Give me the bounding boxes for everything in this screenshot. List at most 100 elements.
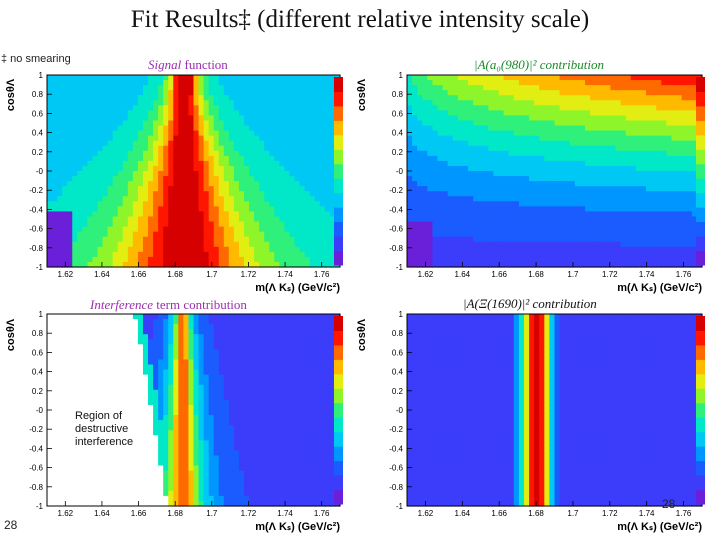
heatmap-cell: [549, 115, 556, 122]
heatmap-cell: [686, 206, 693, 213]
heatmap-cell: [132, 186, 139, 192]
heatmap-cell: [493, 135, 500, 142]
heatmap-cell: [228, 145, 235, 152]
heatmap-cell: [289, 246, 296, 253]
heatmap-cell: [77, 470, 83, 477]
heatmap-cell: [432, 100, 439, 106]
heatmap-cell: [539, 171, 545, 177]
heatmap-cell: [324, 90, 331, 96]
heatmap-cell: [112, 226, 119, 233]
heatmap-cell: [304, 155, 311, 162]
heatmap-cell: [67, 191, 73, 197]
heatmap-cell: [153, 241, 159, 248]
heatmap-cell: [314, 150, 321, 157]
heatmap-cell: [163, 231, 169, 238]
heatmap-cell: [294, 155, 301, 162]
heatmap-cell: [508, 251, 515, 258]
heatmap-cell: [630, 211, 637, 218]
heatmap-cell: [503, 85, 510, 91]
heatmap-cell: [269, 256, 275, 263]
heatmap-cell: [304, 241, 311, 248]
heatmap-cell: [57, 221, 63, 228]
heatmap-cell: [630, 140, 637, 147]
heatmap-cell: [57, 75, 63, 81]
heatmap-cell: [92, 394, 99, 401]
heatmap-cell: [309, 186, 316, 192]
heatmap-cell: [87, 314, 94, 320]
heatmap-cell: [107, 251, 114, 258]
heatmap-cell: [168, 216, 174, 223]
heatmap-cell: [82, 176, 89, 182]
heatmap-cell: [112, 135, 119, 142]
heatmap-cell: [249, 90, 255, 96]
heatmap-cell: [132, 246, 139, 253]
heatmap-cell: [148, 105, 154, 111]
heatmap-cell: [462, 165, 469, 172]
heatmap-cell: [304, 206, 311, 213]
heatmap-cell: [132, 150, 139, 157]
heatmap-cell: [274, 110, 280, 117]
heatmap-cell: [309, 221, 316, 228]
heatmap-cell: [676, 95, 683, 101]
heatmap-cell: [676, 130, 683, 137]
heatmap-cell: [457, 206, 464, 213]
heatmap-cell: [294, 145, 301, 152]
heatmap-cell: [661, 110, 667, 117]
heatmap-cell: [671, 211, 678, 218]
heatmap-cell: [254, 206, 260, 213]
heatmap-cell: [569, 176, 576, 182]
heatmap-cell: [574, 196, 581, 202]
heatmap-cell: [279, 181, 286, 187]
heatmap-cell: [610, 85, 617, 91]
heatmap-cell: [473, 160, 479, 167]
heatmap-cell: [284, 115, 291, 122]
heatmap-cell: [585, 191, 591, 197]
heatmap-cell: [518, 216, 525, 223]
heatmap-cell: [427, 75, 434, 81]
heatmap-cell: [284, 256, 291, 263]
heatmap-cell: [173, 241, 179, 248]
heatmap-cell: [52, 389, 58, 396]
heatmap-cell: [503, 115, 510, 122]
heatmap-cell: [57, 256, 63, 263]
heatmap-cell: [661, 211, 667, 218]
heatmap-cell: [238, 171, 245, 177]
heatmap-cell: [238, 120, 245, 127]
heatmap-cell: [615, 165, 622, 172]
heatmap-cell: [534, 256, 540, 263]
heatmap-cell: [294, 261, 301, 268]
heatmap-cell: [279, 120, 286, 127]
heatmap-cell: [691, 150, 698, 157]
heatmap-cell: [122, 140, 129, 147]
heatmap-cell: [142, 105, 149, 111]
heatmap-cell: [544, 186, 551, 192]
heatmap-cell: [57, 115, 63, 122]
heatmap-cell: [473, 90, 479, 96]
heatmap-cell: [620, 110, 627, 117]
heatmap-cell: [493, 256, 500, 263]
heatmap-cell: [107, 231, 114, 238]
heatmap-cell: [47, 196, 53, 202]
heatmap-cell: [319, 115, 326, 122]
heatmap-cell: [137, 251, 144, 258]
heatmap-cell: [279, 140, 286, 147]
heatmap-cell: [97, 165, 104, 172]
heatmap-cell: [77, 389, 83, 396]
heatmap-cell: [87, 404, 94, 411]
heatmap-cell: [493, 115, 500, 122]
heatmap-cell: [97, 399, 104, 406]
heatmap-cell: [107, 206, 114, 213]
heatmap-cell: [686, 110, 693, 117]
heatmap-cell: [508, 196, 515, 202]
heatmap-cell: [183, 155, 190, 162]
heatmap-cell: [77, 404, 83, 411]
heatmap-cell: [447, 176, 454, 182]
heatmap-cell: [47, 389, 53, 396]
heatmap-cell: [569, 150, 576, 157]
heatmap-cell: [127, 155, 134, 162]
heatmap-cell: [671, 226, 678, 233]
heatmap-cell: [529, 236, 535, 243]
heatmap-cell: [294, 115, 301, 122]
heatmap-cell: [549, 231, 556, 238]
heatmap-cell: [158, 256, 164, 263]
